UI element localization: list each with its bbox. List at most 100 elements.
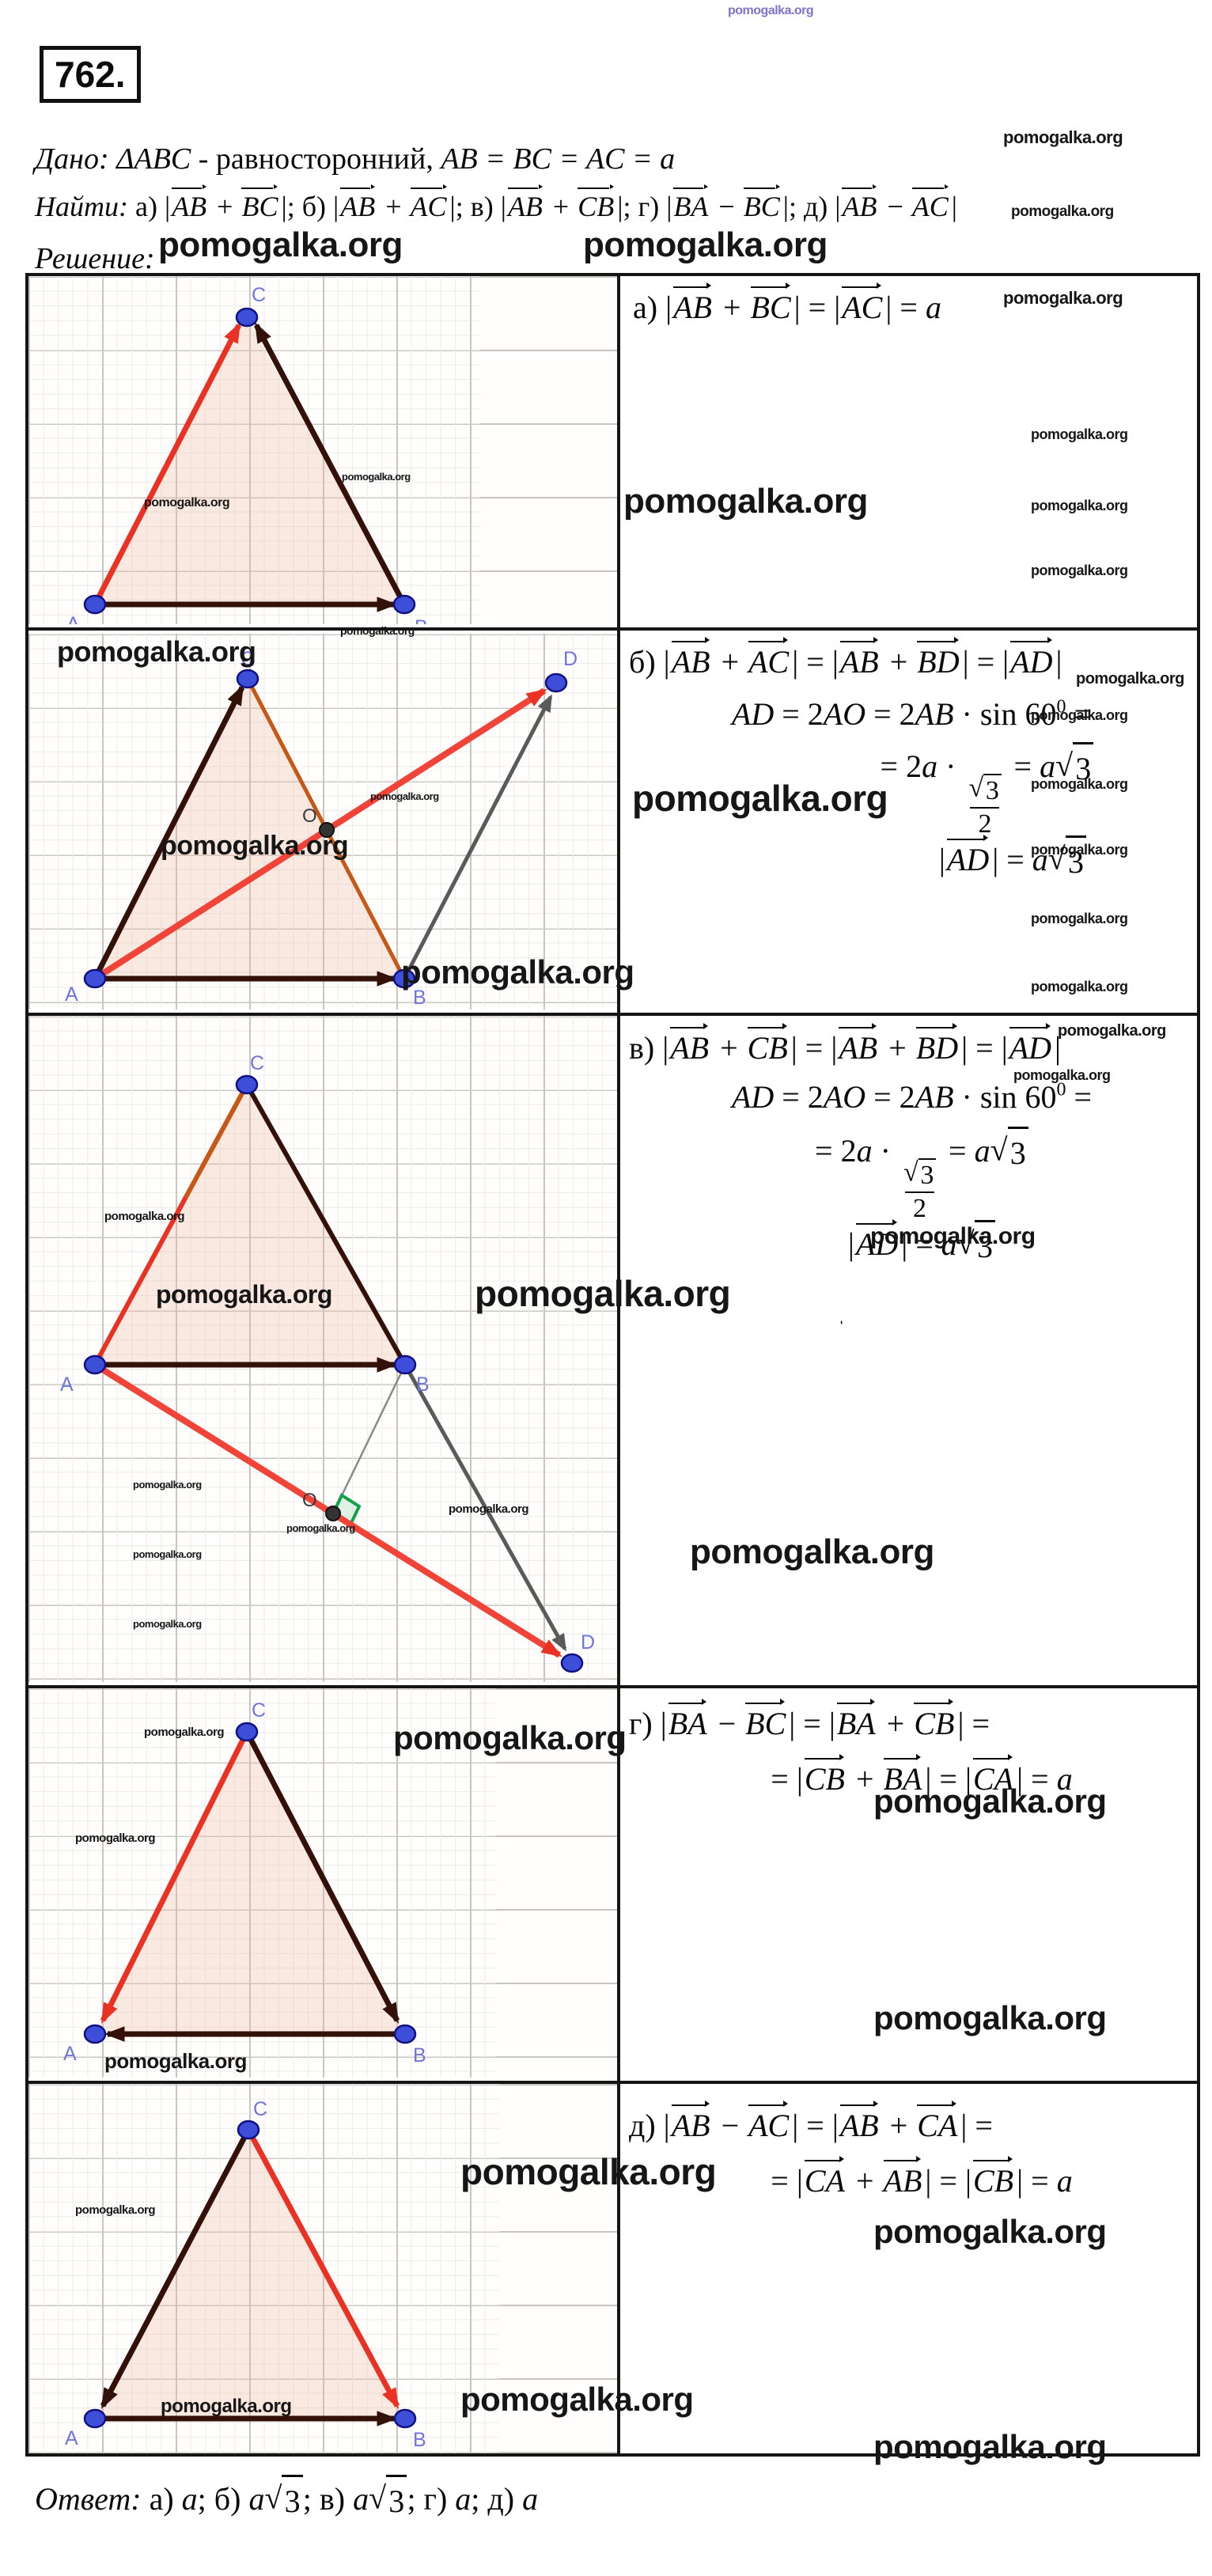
watermark: pomogalka.org (104, 2049, 247, 2073)
formula-token: д) | (629, 2108, 670, 2143)
point-O (325, 1506, 341, 1521)
label-B: B (415, 616, 428, 624)
formula-token: + (713, 644, 748, 680)
vector-AC (92, 684, 245, 980)
solution-v-line2: AD = 2AO = 2AB · sin 600 = (629, 1073, 1195, 1122)
formula-token: = (1006, 748, 1040, 784)
formula-token: CB (914, 1699, 954, 1741)
formula-token: 3 (974, 1220, 996, 1271)
formula-token: = 2 (815, 1133, 857, 1169)
formula-token: | = | (790, 1030, 838, 1066)
watermark: pomogalka.org (1058, 1022, 1166, 1040)
formula-token: | (847, 1226, 854, 1262)
formula-token: | (938, 842, 945, 877)
label-B: B (413, 2429, 426, 2451)
formula-token: + (712, 1030, 746, 1066)
formula-token: BD (917, 644, 960, 680)
point-A (83, 594, 107, 615)
formula-token: CB (578, 191, 615, 222)
formula-token: + (881, 2108, 916, 2143)
solution-a-line1: а) |AB + BC | = |AC | = a (633, 282, 941, 332)
formula-token: a (941, 1226, 957, 1262)
watermark: pomogalka.org (133, 1548, 202, 1560)
point-D (544, 672, 568, 693)
segment-CA-lower (93, 1195, 188, 1366)
formula-token: BC (745, 1706, 786, 1741)
segment-BO (331, 1364, 407, 1514)
label-B: B (416, 1373, 430, 1396)
formula-token: | = | (925, 2163, 971, 2199)
watermark: pomogalka.org (632, 778, 888, 819)
label-B: B (413, 2044, 426, 2066)
formula-token: BA (883, 1761, 922, 1797)
solution-v-line3: = 2a · √ 3 2 = a √ 3 (645, 1127, 1199, 1225)
formula-token: б) | (629, 644, 670, 680)
label-A: A (65, 2427, 78, 2449)
formula-token: |; в) | (449, 191, 506, 222)
formula-token: Найти: (35, 191, 135, 222)
formula-token: = (1066, 696, 1093, 732)
watermark: pomogalka.org (342, 471, 411, 483)
formula-token: | = | (793, 290, 841, 325)
formula-token: AB (842, 184, 877, 223)
point-B (392, 968, 416, 989)
formula-token: + (847, 2163, 882, 2199)
watermark: pomogalka.org (161, 2396, 292, 2417)
vector-BD (403, 1363, 567, 1652)
column-divider (617, 276, 620, 2453)
diagram-d: A B C (65, 2098, 426, 2451)
formula-token: г) | (629, 1706, 667, 1741)
formula-token: AB (839, 2108, 879, 2143)
formula-token: + (545, 191, 577, 222)
grid-lines (28, 276, 479, 624)
formula-token: a (1040, 748, 1056, 784)
formula-token: CB (747, 1030, 788, 1066)
formula-token: + (378, 191, 409, 222)
diagram-a: A B C (66, 284, 428, 624)
watermark: pomogalka.org (728, 4, 814, 17)
watermark: pomogalka.org (57, 635, 256, 668)
watermark: pomogalka.org (1031, 426, 1128, 442)
watermark: pomogalka.org (161, 831, 349, 861)
watermark: pomogalka.org (1031, 911, 1128, 926)
formula-token: AB (673, 282, 712, 325)
diagram-b-panel: A B C D O (28, 634, 617, 1010)
formula-token: AC (748, 644, 790, 680)
label-A: A (65, 983, 78, 1006)
formula-token: AB (671, 2101, 710, 2143)
formula-token: + (210, 191, 241, 222)
formula-token: BD (915, 1023, 958, 1066)
formula-token: √ 3 (957, 1220, 996, 1271)
vector-CA (100, 2128, 252, 2409)
formula-token: BC (241, 184, 278, 223)
formula-token: 3 (918, 1157, 937, 1192)
formula-token: AB (883, 2156, 922, 2199)
vector-AC (92, 322, 242, 606)
triangle-abc (95, 1085, 405, 1365)
solution-g-line1: г) |BA − BC | = |BA + CB | = (629, 1699, 990, 1748)
formula-token: √ (264, 2479, 282, 2516)
formula-token: √ (903, 1157, 918, 1188)
formula-token: 2 (904, 1191, 934, 1225)
formula-token: = 2 (880, 748, 922, 784)
formula-token: | = (885, 290, 926, 325)
point-C (235, 1722, 259, 1742)
formula-token: a (181, 2481, 198, 2517)
point-D (560, 1653, 584, 1673)
formula-token: | = | (961, 1030, 1008, 1066)
formula-token: | = | (925, 1761, 971, 1797)
formula-token: ; д) (471, 2481, 523, 2517)
formula-token: AC (911, 191, 949, 222)
formula-token: AB (670, 1023, 709, 1066)
formula-token: + (881, 644, 916, 680)
watermark: pomogalka.org (1013, 1067, 1111, 1083)
watermark: pomogalka.org (1031, 979, 1128, 994)
watermark: pomogalka.org (873, 2428, 1107, 2465)
formula-token: 2 (978, 809, 992, 839)
formula-token: AD (1010, 644, 1053, 680)
formula-token: |; г) | (617, 191, 672, 222)
formula-token: 3 (1007, 1127, 1028, 1178)
watermark: pomogalka.org (1076, 670, 1184, 688)
point-B (392, 594, 416, 615)
formula-token: | = | (962, 644, 1009, 680)
